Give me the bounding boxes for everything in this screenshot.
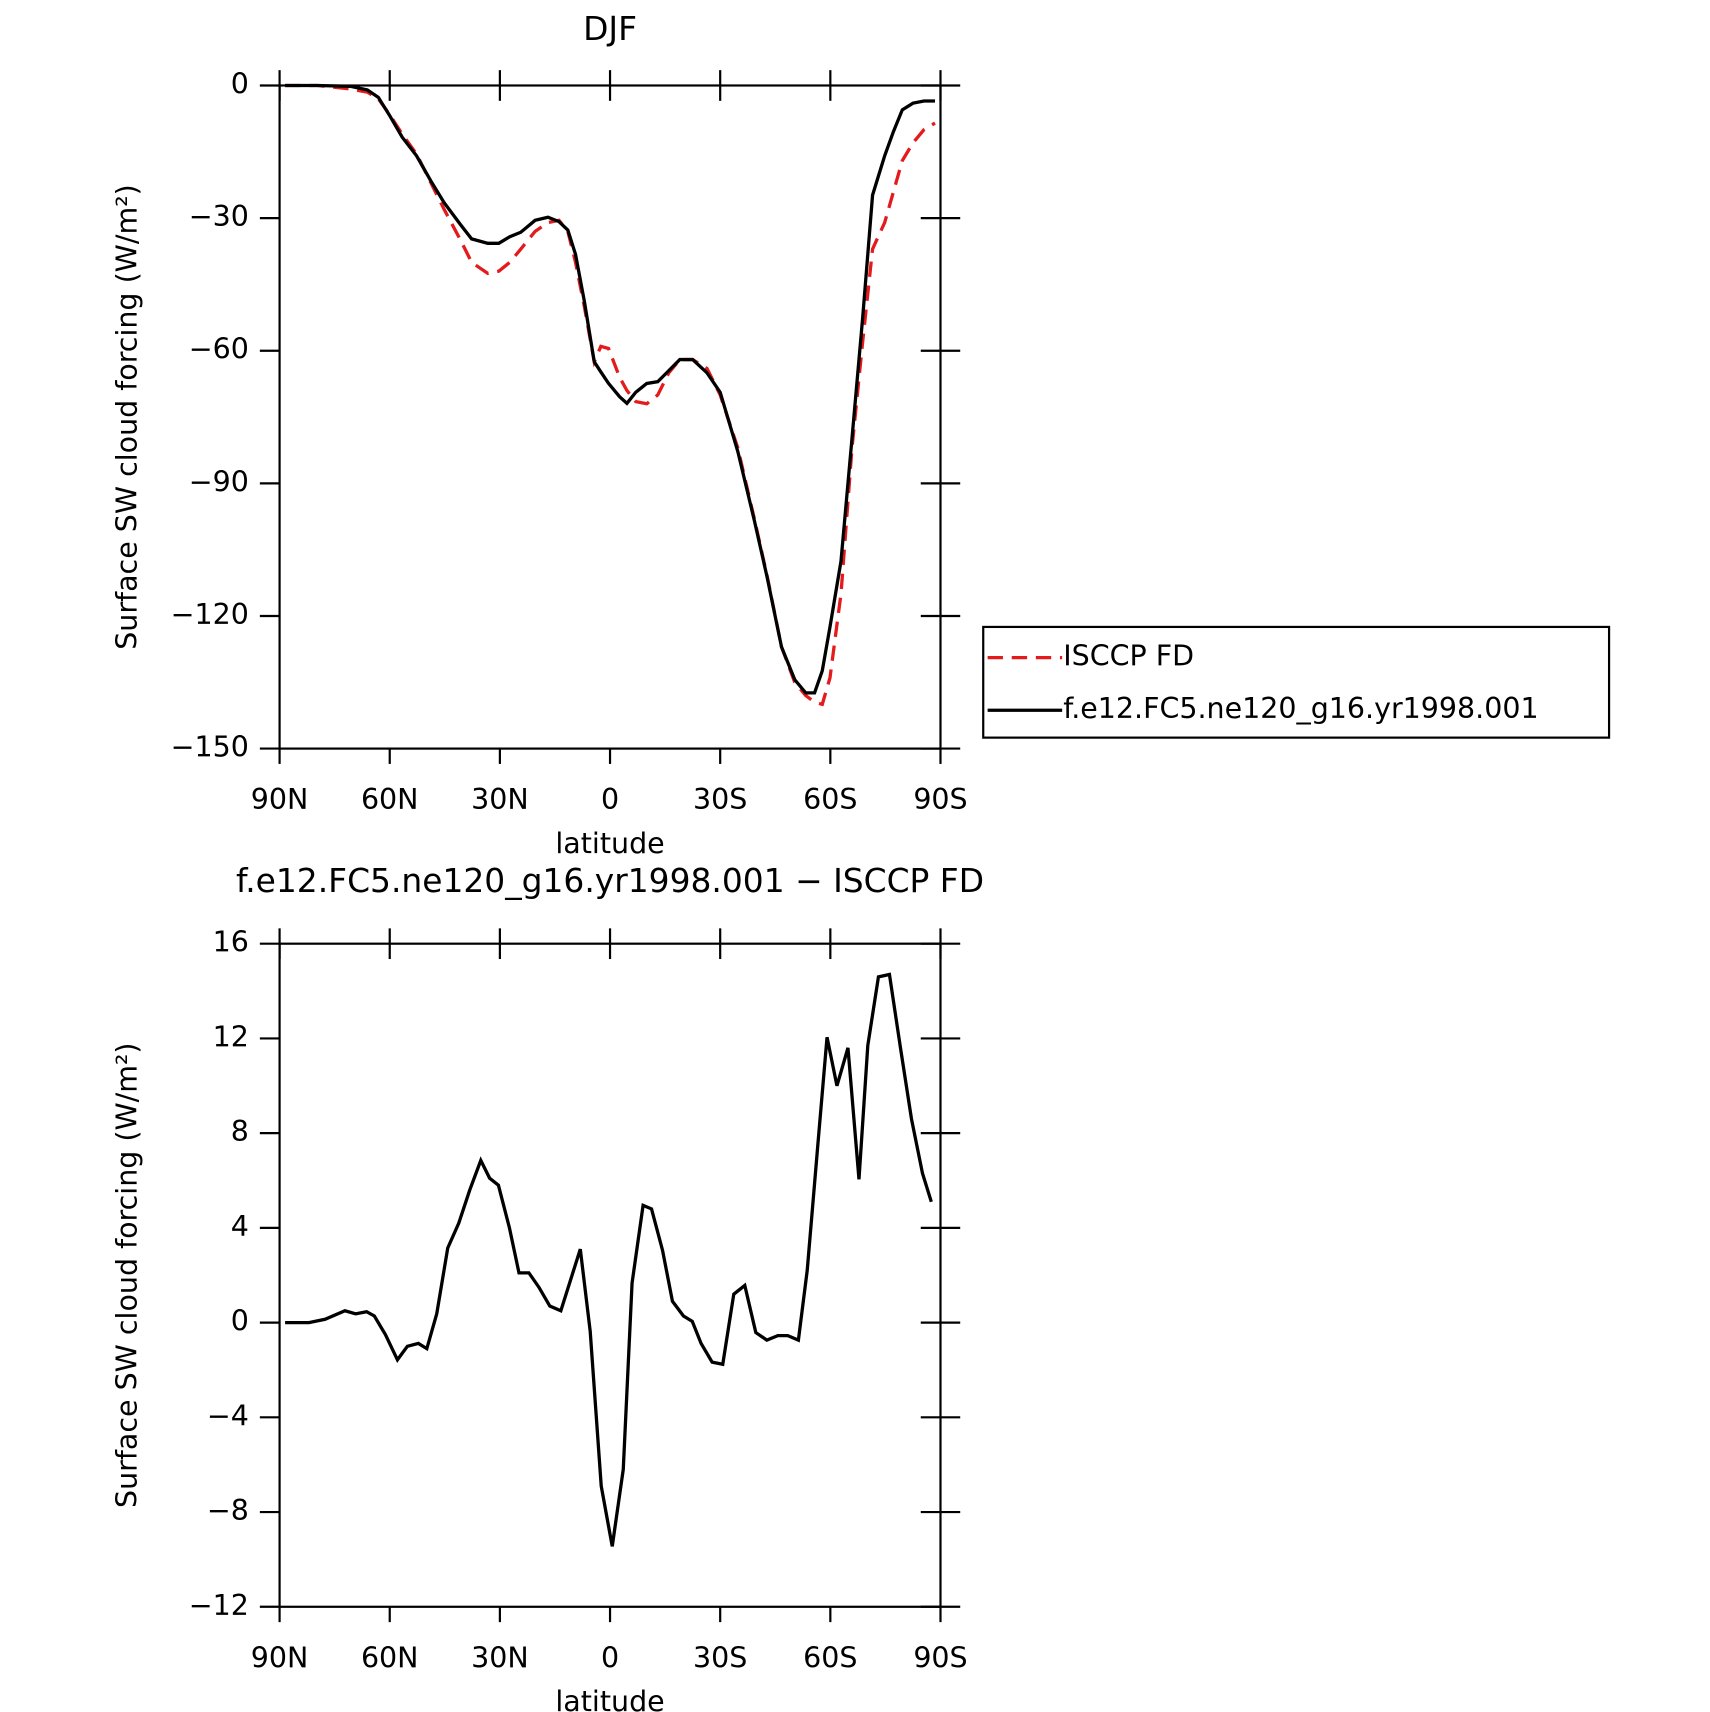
plot-frame	[278, 942, 942, 1608]
x-tick-label: 0	[601, 783, 619, 816]
y-tick-label: −12	[189, 1589, 249, 1622]
x-tick-label: 0	[601, 1641, 619, 1674]
legend-box	[982, 625, 1611, 739]
x-tick-label: 90S	[913, 783, 967, 816]
x-tick-label: 60S	[803, 783, 857, 816]
data-line	[285, 83, 936, 707]
chart-title: DJF	[583, 9, 637, 48]
y-tick-label: 0	[231, 1305, 249, 1338]
x-tick-label: 60S	[803, 1641, 857, 1674]
chart-title: f.e12.FC5.ne120_g16.yr1998.001 − ISCCP F…	[236, 861, 984, 900]
x-tick-label: 30S	[693, 783, 747, 816]
y-tick-label: −8	[207, 1494, 249, 1527]
legend-label: ISCCP FD	[1063, 640, 1194, 673]
x-tick-label: 30S	[693, 1641, 747, 1674]
x-axis-label: latitude	[555, 827, 664, 860]
y-tick-label: −30	[189, 200, 249, 233]
y-tick-label: −4	[207, 1399, 249, 1432]
y-axis-label: Surface SW cloud forcing (W/m²)	[110, 184, 143, 650]
x-tick-label: 30N	[471, 783, 529, 816]
data-line	[285, 972, 933, 1547]
x-tick-label: 60N	[361, 783, 419, 816]
x-tick-label: 30N	[471, 1641, 529, 1674]
plot-frame	[278, 84, 942, 750]
x-tick-label: 90N	[251, 1641, 309, 1674]
x-tick-label: 90S	[913, 1641, 967, 1674]
y-tick-label: 4	[231, 1210, 249, 1243]
y-axis-label: Surface SW cloud forcing (W/m²)	[110, 1042, 143, 1508]
x-tick-label: 60N	[361, 1641, 419, 1674]
y-tick-label: 0	[231, 67, 249, 100]
y-tick-label: −90	[189, 465, 249, 498]
data-line	[285, 83, 935, 695]
x-tick-label: 90N	[251, 783, 309, 816]
legend-label: f.e12.FC5.ne120_g16.yr1998.001	[1063, 692, 1538, 725]
x-axis-label: latitude	[555, 1685, 664, 1712]
y-tick-label: 16	[213, 926, 249, 959]
y-tick-label: 8	[231, 1115, 249, 1148]
y-tick-label: −120	[171, 598, 249, 631]
y-tick-label: −150	[171, 731, 249, 764]
y-tick-label: −60	[189, 333, 249, 366]
y-tick-label: 12	[213, 1020, 249, 1053]
